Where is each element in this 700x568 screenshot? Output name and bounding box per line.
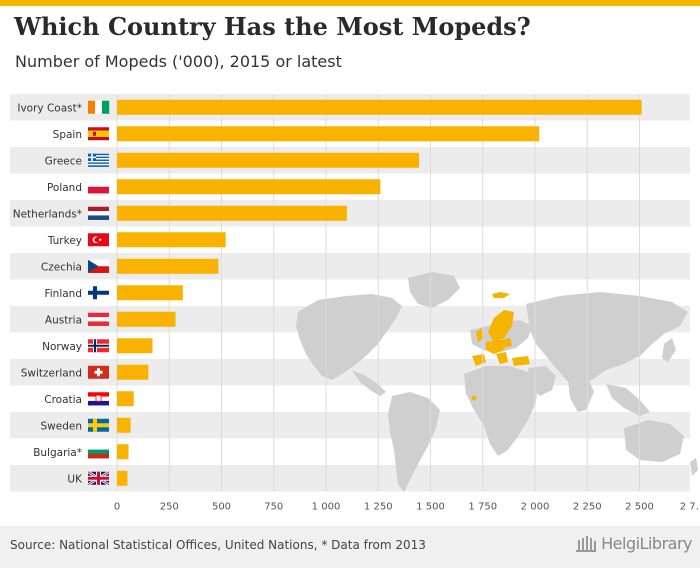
bar	[117, 311, 176, 327]
category-label: Bulgaria*	[33, 447, 82, 459]
category-label: Finland	[44, 288, 82, 300]
x-tick-label: 2 7…	[680, 502, 700, 513]
brand-name: HelgiLibrary	[601, 534, 692, 553]
category-label: Czechia	[41, 261, 82, 273]
bar	[117, 152, 420, 168]
bulgaria-flag-icon	[88, 445, 109, 459]
turkey-flag-icon	[88, 233, 109, 247]
row-band	[10, 253, 690, 280]
library-building-icon	[576, 535, 597, 552]
category-label: Norway	[42, 341, 82, 353]
bar	[117, 417, 131, 433]
map-africa	[464, 366, 538, 456]
category-label: Greece	[45, 155, 82, 167]
row-band	[10, 465, 690, 492]
sweden-flag-icon	[88, 418, 109, 432]
czechia-flag-icon	[88, 259, 109, 273]
footer-bar: Source: National Statistical Offices, Un…	[0, 526, 700, 568]
x-tick-label: 750	[264, 502, 283, 513]
category-label: Ivory Coast*	[17, 102, 82, 114]
map-highlight-poland	[500, 338, 512, 348]
map-new-zealand	[690, 458, 698, 476]
switzerland-flag-icon	[88, 365, 109, 379]
x-tick-label: 1 750	[468, 502, 497, 513]
bar	[117, 232, 226, 248]
map-highlight-svalbard	[492, 292, 510, 298]
bar	[117, 338, 153, 354]
x-tick-label: 1 250	[364, 502, 393, 513]
bar	[117, 179, 381, 195]
x-tick-label: 1 500	[416, 502, 445, 513]
category-label: Spain	[53, 129, 82, 141]
finland-flag-icon	[88, 286, 109, 300]
x-tick-label: 500	[212, 502, 231, 513]
bar	[117, 126, 540, 142]
map-north-america	[296, 294, 402, 380]
netherlands-flag-icon	[88, 206, 109, 220]
norway-flag-icon	[88, 339, 109, 353]
row-band	[10, 412, 690, 439]
map-highlight-scandinavia	[488, 310, 514, 342]
row-band	[10, 200, 690, 227]
bar	[117, 285, 183, 301]
category-label: Netherlands*	[13, 208, 82, 220]
map-central-america	[352, 370, 386, 396]
x-tick-label: 1 000	[312, 502, 341, 513]
bar	[117, 258, 219, 274]
category-label: UK	[67, 473, 83, 485]
x-tick-label: 2 250	[573, 502, 602, 513]
poland-flag-icon	[88, 180, 109, 194]
category-label: Turkey	[47, 235, 82, 247]
map-japan	[662, 338, 676, 362]
uk-flag-icon	[87, 470, 110, 486]
greece-flag-icon	[88, 153, 109, 167]
chart-subtitle: Number of Mopeds ('000), 2015 or latest	[15, 52, 342, 71]
bar	[117, 99, 642, 115]
x-tick-label: 0	[114, 502, 120, 513]
top-accent-bar	[0, 0, 700, 6]
category-label: Croatia	[44, 394, 82, 406]
helgi-library-logo[interactable]: HelgiLibrary	[575, 534, 692, 553]
map-south-america	[388, 392, 440, 492]
x-tick-label: 250	[160, 502, 179, 513]
map-highlight-turkey	[512, 356, 530, 366]
bar	[117, 470, 128, 486]
map-highlight-ivory-coast	[471, 395, 477, 401]
map-asia	[526, 292, 688, 388]
category-label: Austria	[45, 314, 82, 326]
spain-flag-icon	[88, 127, 109, 141]
chart-title: Which Country Has the Most Mopeds?	[14, 12, 531, 41]
map-india	[568, 378, 594, 412]
map-highlight-uk	[476, 328, 484, 342]
bar	[117, 391, 134, 407]
bar-chart: Ivory Coast* Spain Greece Poland Netherlands…	[10, 94, 700, 513]
bar	[117, 205, 347, 221]
map-highlight-greece-balkans	[496, 352, 508, 364]
map-greenland	[408, 272, 460, 308]
category-label: Switzerland	[21, 367, 82, 379]
croatia-flag-icon	[88, 392, 109, 406]
source-note: Source: National Statistical Offices, Un…	[10, 538, 426, 552]
austria-flag-icon	[88, 312, 109, 326]
map-se-asia	[606, 384, 650, 416]
category-label: Poland	[47, 182, 82, 194]
bar	[117, 364, 149, 380]
bar	[117, 444, 129, 460]
x-tick-label: 2 000	[521, 502, 550, 513]
x-tick-label: 2 500	[625, 502, 654, 513]
category-label: Sweden	[41, 420, 83, 432]
ivory-coast-flag-icon	[88, 100, 110, 114]
map-highlight-central-europe	[486, 340, 504, 354]
